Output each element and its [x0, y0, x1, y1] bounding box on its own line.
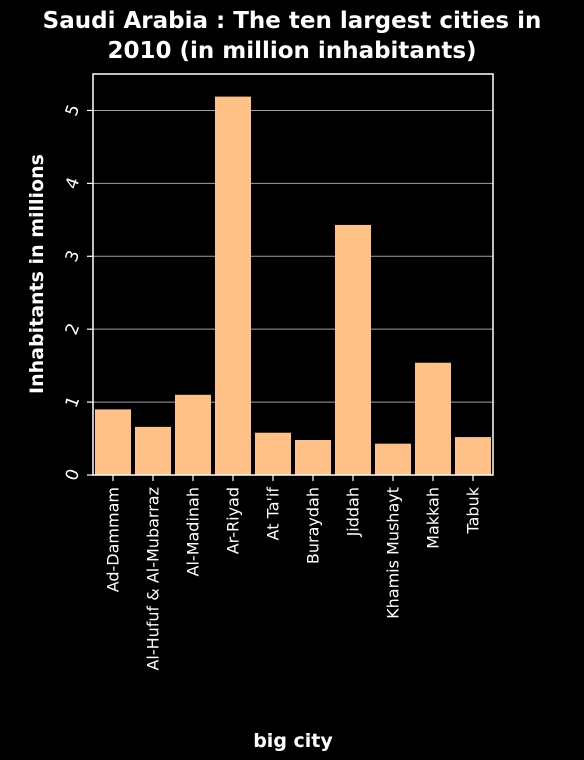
bar-al-hufuf-al-mubarraz [135, 426, 171, 475]
bar-al-madinah [175, 394, 211, 475]
y-tick-label: 5 [62, 102, 84, 119]
x-tick-label: At Ta'if [264, 487, 283, 541]
bar-ad-dammam [95, 409, 131, 475]
y-tick-label: 1 [62, 394, 84, 411]
x-tick-label: Ar-Riyad [224, 487, 243, 554]
bar-at-ta-if [255, 432, 291, 475]
bar-makkah [415, 362, 451, 475]
y-tick-marks [87, 109, 93, 476]
bar-ar-riyad [215, 96, 251, 476]
y-tick-label: 2 [62, 321, 84, 338]
x-tick-label: Al-Hufuf & Al-Mubarraz [144, 487, 163, 671]
x-axis-label: big city [253, 730, 333, 752]
x-tick-label: Jiddah [344, 487, 363, 537]
y-tick-label: 4 [62, 175, 84, 192]
x-tick-labels: Ad-Dammam Al-Hufuf & Al-Mubarraz Al-Madina… [104, 486, 483, 670]
x-tick-label: Buraydah [304, 487, 323, 564]
bar-buraydah [295, 440, 331, 475]
chart-title-line-2: 2010 (in million inhabitants) [107, 38, 477, 64]
y-tick-label: 3 [62, 248, 84, 265]
gridlines [93, 109, 493, 403]
chart-title: Saudi Arabia : The ten largest cities in… [0, 6, 584, 66]
bar-khamis-mushayt [375, 443, 411, 475]
x-tick-label: Ad-Dammam [104, 487, 123, 592]
plot-frame [92, 73, 494, 476]
bars [95, 96, 491, 476]
bar-tabuk [455, 437, 491, 475]
chart-title-line-1: Saudi Arabia : The ten largest cities in [42, 8, 542, 34]
y-axis-label: Inhabitants in millions [26, 154, 48, 394]
x-tick-label: Makkah [424, 487, 443, 549]
y-tick-labels: 0 1 2 3 4 5 [62, 102, 84, 484]
x-tick-label: Khamis Mushayt [384, 487, 403, 619]
bar-jiddah [335, 224, 371, 475]
x-tick-label: Al-Madinah [184, 487, 203, 576]
x-tick-marks [112, 475, 474, 481]
y-tick-label: 0 [62, 466, 84, 483]
x-tick-label: Tabuk [464, 486, 483, 534]
